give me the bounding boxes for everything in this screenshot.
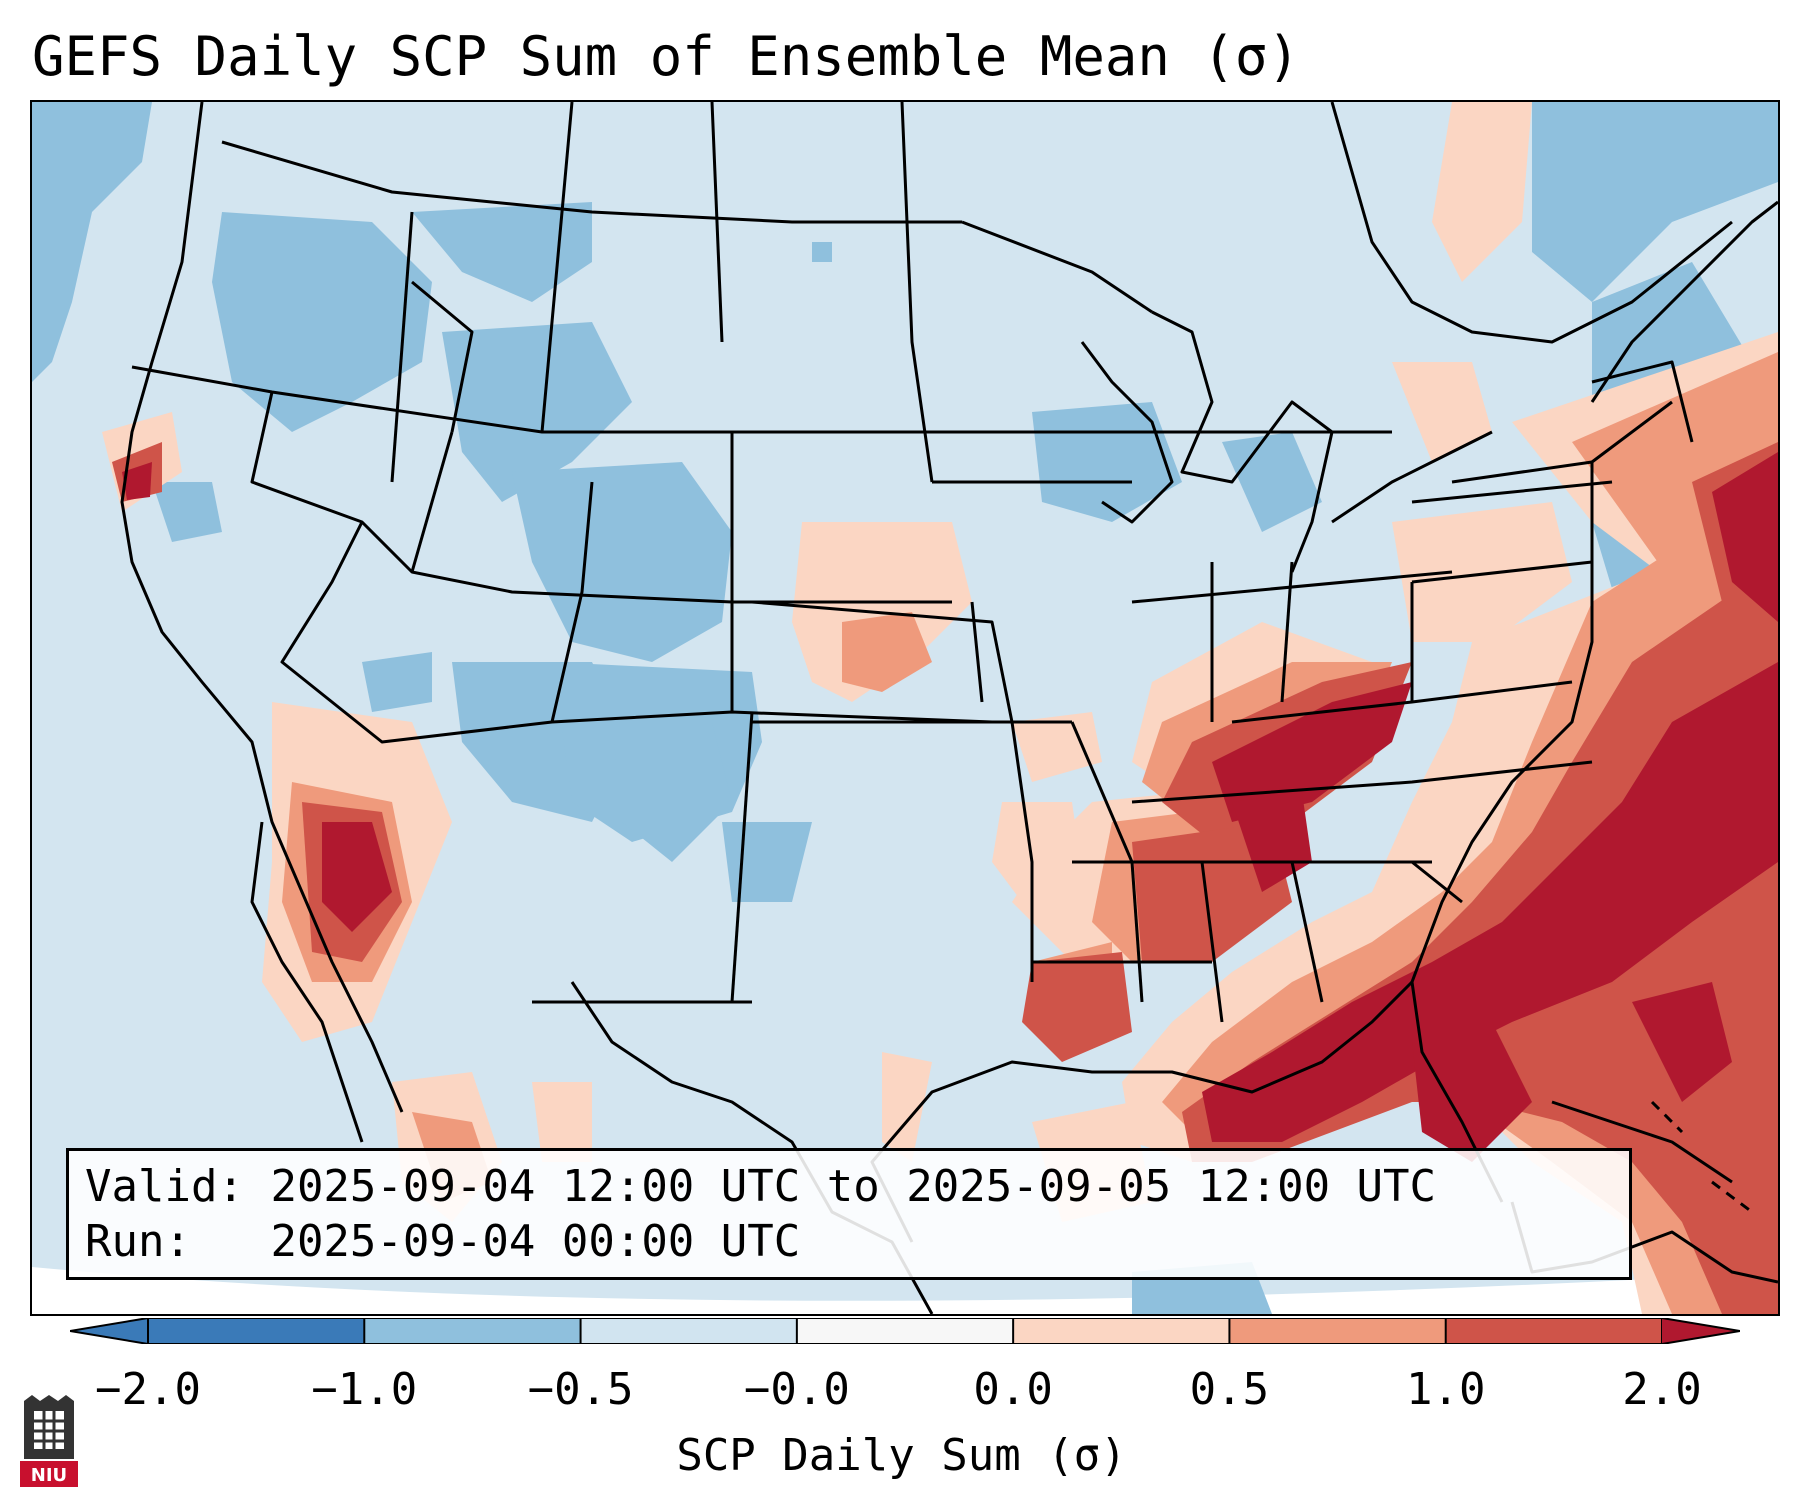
colorbar-label: SCP Daily Sum (σ) [676,1430,1127,1481]
valid-label: Valid: [85,1161,244,1212]
colorbar-tick-label: 0.5 [1189,1364,1270,1415]
valid-run-info-box: Valid: 2025-09-04 12:00 UTC to 2025-09-0… [66,1148,1632,1280]
colorbar-extend-right [1662,1318,1740,1344]
colorbar-tick-label: 1.0 [1405,1364,1486,1415]
colorbar-segment [148,1318,365,1344]
colorbar-tick-label: 0.0 [973,1364,1053,1415]
colorbar-tick-label: −1.0 [311,1364,418,1415]
colorbar-extend-left [70,1318,148,1344]
colorbar-segment [580,1318,798,1344]
projection-edge [32,1267,1778,1314]
colorbar-tick-label: −2.0 [95,1364,201,1415]
scp-map [32,102,1778,1314]
very-strong-positive-regions [122,452,1778,1162]
run-line: Run: 2025-09-04 00:00 UTC [85,1214,1613,1269]
colorbar [70,1318,1740,1344]
run-value: 2025-09-04 00:00 UTC [270,1216,801,1267]
logo-text: NIU [31,1465,67,1486]
run-label: Run: [85,1216,244,1267]
colorbar-segments [147,1318,1663,1344]
colorbar-segment [1013,1318,1230,1344]
chart-title: GEFS Daily SCP Sum of Ensemble Mean (σ) [32,25,1300,88]
map-frame [30,100,1780,1316]
colorbar-segment [364,1318,582,1344]
valid-value: 2025-09-04 12:00 UTC to 2025-09-05 12:00… [270,1161,1437,1212]
colorbar-segment [1445,1318,1663,1344]
colorbar-segment [796,1318,1014,1344]
colorbar-segment [1229,1318,1447,1344]
coastlines [120,102,1778,1314]
valid-line: Valid: 2025-09-04 12:00 UTC to 2025-09-0… [85,1159,1613,1214]
state-boundaries [131,102,1733,1023]
colorbar-tick-label: −0.5 [527,1364,634,1415]
colorbar-tick-label: −0.0 [743,1364,850,1415]
niu-logo-icon: NIU [20,1395,78,1487]
colorbar-tick-label: 2.0 [1622,1364,1702,1415]
